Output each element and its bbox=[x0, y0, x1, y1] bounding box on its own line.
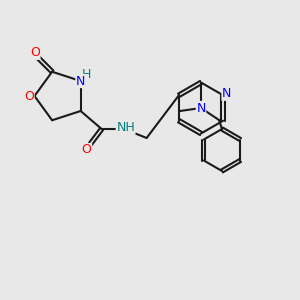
Text: NH: NH bbox=[116, 121, 135, 134]
Text: H: H bbox=[81, 68, 91, 81]
Text: N: N bbox=[76, 74, 85, 88]
Text: N: N bbox=[222, 87, 231, 100]
Text: O: O bbox=[82, 143, 92, 157]
Text: N: N bbox=[196, 101, 206, 115]
Text: O: O bbox=[30, 46, 40, 59]
Text: O: O bbox=[24, 89, 34, 103]
